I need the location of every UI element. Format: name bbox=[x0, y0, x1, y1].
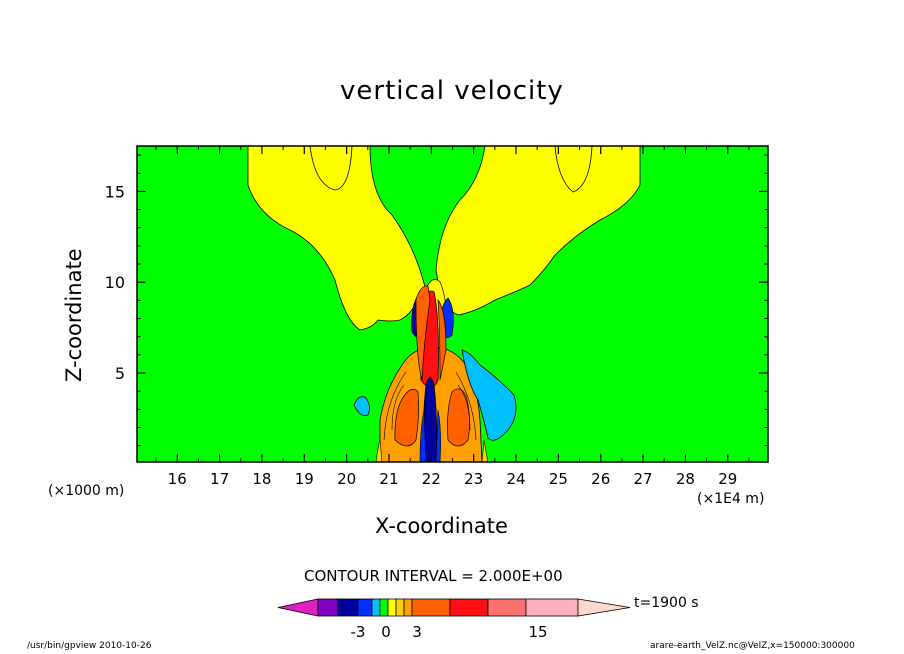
colorbar-cell bbox=[395, 598, 405, 617]
colorbar-cell bbox=[371, 598, 381, 617]
x-tick-label: 22 bbox=[422, 470, 441, 488]
deep-orange-right bbox=[447, 388, 470, 447]
colorbar-cell bbox=[525, 598, 579, 617]
colorbar-cell bbox=[411, 598, 451, 617]
footer-right: arare-earth_VelZ.nc@VelZ,x=150000:300000 bbox=[650, 641, 855, 651]
upper-left-plume bbox=[247, 146, 427, 331]
x-tick-label: 25 bbox=[549, 470, 568, 488]
x-axis-label: X-coordinate bbox=[375, 514, 508, 538]
colorbar-cell bbox=[577, 598, 631, 617]
x-tick-label: 23 bbox=[464, 470, 483, 488]
x-tick-label: 20 bbox=[337, 470, 356, 488]
colorbar-cell bbox=[403, 598, 413, 617]
colorbar-cell bbox=[387, 598, 397, 617]
colorbar-cell bbox=[357, 598, 373, 617]
thin-contour-lines bbox=[383, 371, 477, 441]
x-scale-label: (×1E4 m) bbox=[697, 491, 765, 507]
contour-interval-label: CONTOUR INTERVAL = 2.000E+00 bbox=[304, 567, 563, 585]
x-tick-label: 28 bbox=[676, 470, 695, 488]
colorbar-tick-label: 0 bbox=[381, 623, 391, 641]
x-tick-label: 29 bbox=[718, 470, 737, 488]
y-tick-label: 5 bbox=[115, 364, 125, 383]
colorbar-cell bbox=[277, 598, 319, 617]
y-axis-label: Z-coordinate bbox=[62, 248, 86, 382]
x-tick-label: 21 bbox=[379, 470, 398, 488]
y-axis: 5 10 15 bbox=[105, 154, 768, 447]
colorbar: -3 0 3 15 bbox=[277, 598, 631, 641]
footer-left: /usr/bin/gpview 2010-10-26 bbox=[27, 641, 152, 651]
colorbar-tick-label: 3 bbox=[412, 623, 422, 641]
x-tick-label: 18 bbox=[252, 470, 271, 488]
contour-field bbox=[137, 146, 768, 462]
right-cyan-downdraft bbox=[461, 349, 517, 441]
y-tick-label: 10 bbox=[105, 273, 125, 292]
colorbar-cell bbox=[317, 598, 339, 617]
colorbar-cell bbox=[337, 598, 359, 617]
x-tick-label: 26 bbox=[591, 470, 610, 488]
x-tick-label: 19 bbox=[295, 470, 314, 488]
colorbar-cell bbox=[487, 598, 527, 617]
y-tick-label: 15 bbox=[105, 182, 125, 201]
upper-right-plume bbox=[435, 146, 641, 316]
colorbar-cell bbox=[379, 598, 389, 617]
x-tick-label: 27 bbox=[634, 470, 653, 488]
colorbar-cell bbox=[449, 598, 489, 617]
x-tick-label: 16 bbox=[168, 470, 187, 488]
x-tick-label: 24 bbox=[506, 470, 525, 488]
left-cyan-downdraft bbox=[353, 396, 370, 416]
updraft-outer bbox=[415, 285, 447, 381]
colorbar-tick-label: -3 bbox=[351, 623, 366, 641]
time-label: t=1900 s bbox=[634, 595, 699, 611]
deep-orange-left bbox=[394, 388, 420, 447]
x-tick-label: 17 bbox=[210, 470, 229, 488]
x-unit-label: (×1000 m) bbox=[48, 483, 125, 499]
x-axis: 16 17 18 19 20 21 22 23 24 25 26 27 28 29 bbox=[155, 146, 750, 488]
chart-title: vertical velocity bbox=[340, 76, 564, 106]
colorbar-tick-label: 15 bbox=[528, 623, 547, 641]
